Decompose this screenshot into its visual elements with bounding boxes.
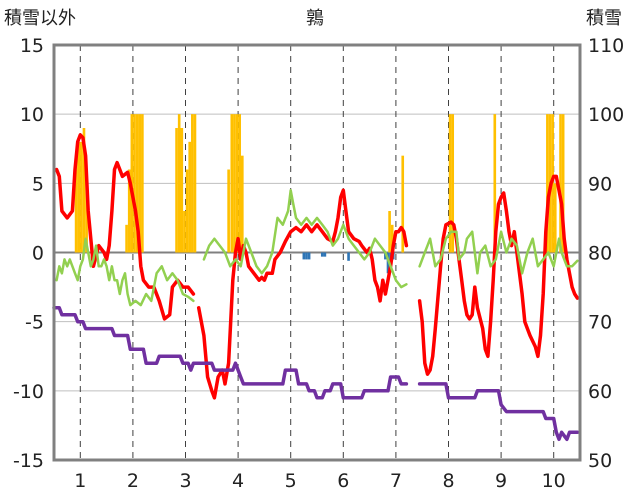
x-tick-label: 1 — [74, 470, 86, 492]
precipitation-bar — [138, 114, 142, 253]
precipitation-bar — [193, 114, 197, 253]
y-right-tick-label: 90 — [588, 173, 612, 195]
x-tick-label: 8 — [442, 470, 454, 492]
y-right-tick-label: 50 — [588, 450, 612, 472]
precipitation-bars — [74, 114, 565, 274]
precipitation-bar — [451, 114, 455, 253]
tick-labels: -15 -10 -5 0 5 10 15 50 60 70 80 90 100 110 1 2 3 4 5 6 7 8 9 1… — [13, 35, 624, 492]
precipitation-bar — [188, 141, 192, 253]
series-lines — [52, 133, 580, 442]
min_temp-line — [202, 189, 408, 289]
x-tick-label: 5 — [285, 470, 297, 492]
max_temp-line — [54, 133, 196, 321]
y-left-tick-label: -10 — [13, 381, 44, 403]
x-tick-label: 9 — [495, 470, 507, 492]
precipitation-bar — [493, 114, 497, 253]
precipitation-bar — [141, 114, 144, 253]
x-tick-label: 6 — [337, 470, 349, 492]
precipitation-bar — [135, 114, 139, 253]
precipitation-bar — [388, 211, 391, 253]
precipitation-bar — [82, 128, 86, 253]
max_temp-line — [417, 174, 580, 376]
negative_bar-bar — [323, 252, 327, 257]
precipitation-bar — [77, 141, 81, 253]
precipitation-bar — [180, 128, 184, 253]
y-left-tick-label: -5 — [25, 312, 44, 334]
precipitation-bar — [80, 141, 83, 253]
precipitation-bar — [185, 169, 189, 253]
precipitation-bar — [401, 155, 405, 253]
precipitation-bar — [133, 114, 136, 253]
precipitation-bar — [448, 114, 452, 253]
precipitation-bar — [233, 114, 236, 253]
precipitation-bar — [546, 114, 549, 253]
snow_depth-line — [417, 382, 580, 442]
y-right-tick-label: 60 — [588, 381, 612, 403]
precipitation-bar — [238, 114, 241, 253]
x-tick-label: 2 — [127, 470, 139, 492]
negative_bar-bar — [347, 252, 350, 261]
min_temp-line — [418, 230, 579, 275]
precipitation-bar — [127, 169, 131, 253]
x-tick-label: 4 — [232, 470, 244, 492]
precipitation-bar — [177, 114, 181, 253]
y-right-tick-label: 70 — [588, 312, 612, 334]
precipitation-bar — [561, 114, 565, 253]
precipitation-bar — [390, 224, 394, 253]
precipitation-bar — [559, 114, 562, 253]
precipitation-bar — [183, 211, 186, 253]
negative_bar-bar — [320, 252, 324, 257]
y-left-tick-label: -15 — [13, 450, 44, 472]
x-tick-label: 10 — [542, 470, 566, 492]
x-tick-label: 3 — [179, 470, 191, 492]
y-left-tick-label: 0 — [32, 243, 44, 265]
snow_depth-line — [52, 306, 409, 400]
y-right-tick-label: 100 — [588, 104, 624, 126]
precipitation-bar — [125, 224, 128, 253]
y-left-tick-label: 5 — [32, 173, 44, 195]
precipitation-bar — [240, 155, 244, 253]
x-tick-label: 7 — [390, 470, 402, 492]
y-right-tick-label: 110 — [588, 35, 624, 57]
precipitation-bar — [553, 183, 557, 253]
y-left-tick-label: 15 — [20, 35, 44, 57]
negative_bar-bar — [305, 252, 308, 260]
precipitation-bar — [191, 114, 194, 253]
plot-frame — [52, 43, 582, 462]
precipitation-bar — [235, 114, 239, 253]
chart-title: 鶉 — [306, 8, 324, 29]
precipitation-bar — [230, 114, 234, 253]
min_temp-line — [55, 237, 195, 307]
y-right-tick-label: 80 — [588, 243, 612, 265]
precipitation-bar — [175, 128, 178, 253]
negative_bar-bar — [302, 252, 306, 260]
right-axis-title: 積雪 — [586, 8, 622, 29]
y-left-tick-label: 10 — [20, 104, 44, 126]
precipitation-bar — [74, 155, 78, 253]
precipitation-bar — [227, 169, 230, 253]
left-axis-title: 積雪以外 — [4, 8, 76, 29]
negative_bar-bar — [307, 252, 311, 260]
